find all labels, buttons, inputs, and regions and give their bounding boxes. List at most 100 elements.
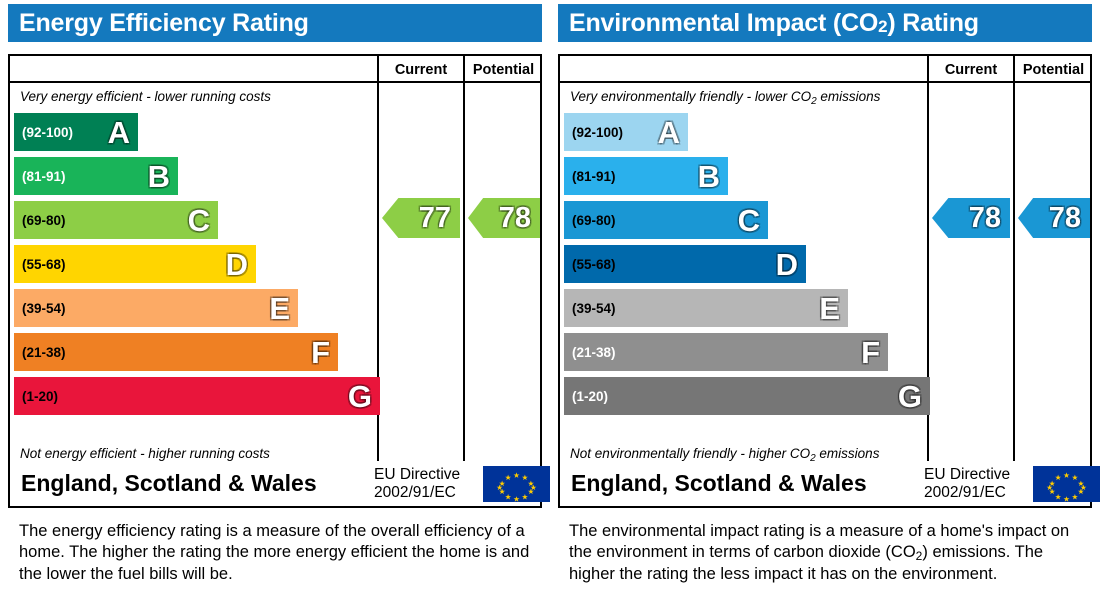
- environmental-band-c-range: (69-80): [572, 212, 616, 228]
- environmental-caption-sub: 2: [915, 549, 923, 564]
- environmental-band-e-letter: E: [819, 290, 840, 326]
- environmental-potential-value: 78: [1048, 201, 1081, 234]
- energy-potential-arrow: 78: [468, 198, 540, 238]
- environmental-caption-part1: The environmental impact rating is a mea…: [569, 522, 1070, 562]
- environmental-bottom-note-sub: 2: [810, 453, 816, 464]
- energy-band-d-letter: D: [225, 246, 248, 282]
- environmental-column-divider-2: [1013, 56, 1015, 506]
- energy-band-g: (1-20) G: [14, 377, 380, 415]
- environmental-band-c-letter: C: [737, 202, 760, 238]
- energy-band-f-letter: F: [311, 334, 330, 370]
- energy-column-divider-2: [463, 56, 465, 506]
- environmental-directive-line1: EU Directive: [924, 466, 1011, 483]
- environmental-impact-panel: Environmental Impact (CO 2) Rating Curren…: [550, 0, 1100, 616]
- environmental-band-a-range: (92-100): [572, 124, 624, 140]
- environmental-title-suffix: ) Rating: [887, 8, 979, 37]
- energy-band-c: (69-80) C: [14, 201, 218, 239]
- energy-band-a-letter: A: [107, 114, 130, 150]
- environmental-caption-part2: ) emissions. The higher the rating the l…: [569, 543, 1044, 583]
- environmental-table-header-row: Current Potential: [560, 56, 1090, 83]
- energy-band-c-letter: C: [187, 202, 210, 238]
- energy-header-potential: Potential: [472, 61, 535, 78]
- environmental-bottom-note-prefix: Not environmentally friendly - higher CO: [570, 446, 811, 461]
- environmental-top-note-suffix: emissions: [816, 89, 881, 104]
- eu-flag-icon: [1033, 466, 1100, 502]
- environmental-band-g-range: (1-20): [572, 388, 609, 404]
- environmental-band-e-range: (39-54): [572, 300, 616, 316]
- energy-band-f-range: (21-38): [22, 344, 66, 360]
- environmental-current-arrow-wrap: 78: [932, 198, 1010, 238]
- environmental-footer: England, Scotland & Wales EU Directive 2…: [558, 461, 1100, 508]
- environmental-impact-title: Environmental Impact (CO 2) Rating: [558, 4, 1092, 42]
- energy-band-g-letter: G: [347, 378, 372, 414]
- energy-band-b: (81-91) B: [14, 157, 178, 195]
- energy-current-value: 77: [418, 201, 451, 234]
- energy-efficiency-frame: Current Potential Very energy efficient …: [8, 54, 542, 508]
- environmental-potential-arrow: 78: [1018, 198, 1090, 238]
- energy-potential-value: 78: [498, 201, 531, 234]
- energy-band-c-range: (69-80): [22, 212, 66, 228]
- environmental-top-note-sub: 2: [811, 96, 817, 107]
- energy-column-divider-1: [377, 56, 379, 506]
- energy-footer: England, Scotland & Wales EU Directive 2…: [8, 461, 550, 508]
- energy-current-arrow-wrap: 77: [382, 198, 460, 238]
- energy-band-e-letter: E: [269, 290, 290, 326]
- energy-band-g-range: (1-20): [22, 388, 59, 404]
- energy-footer-directive: EU Directive 2002/91/EC: [374, 466, 460, 502]
- energy-band-b-range: (81-91): [22, 168, 66, 184]
- energy-directive-line2: 2002/91/EC: [374, 483, 456, 501]
- environmental-current-arrow: 78: [932, 198, 1010, 238]
- energy-band-f: (21-38) F: [14, 333, 338, 371]
- eu-flag-icon: [483, 466, 550, 502]
- energy-band-e-range: (39-54): [22, 300, 66, 316]
- energy-table-header-row: Current Potential: [10, 56, 540, 83]
- environmental-band-b-range: (81-91): [572, 168, 616, 184]
- environmental-band-f-range: (21-38): [572, 344, 616, 360]
- environmental-band-g-letter: G: [897, 378, 922, 414]
- energy-band-e: (39-54) E: [14, 289, 298, 327]
- environmental-impact-frame: Current Potential Very environmentally f…: [558, 54, 1092, 508]
- environmental-bottom-note-suffix: emissions: [815, 446, 880, 461]
- energy-efficiency-title: Energy Efficiency Rating: [8, 4, 542, 42]
- environmental-band-f-letter: F: [861, 334, 880, 370]
- environmental-header-current: Current: [944, 61, 998, 78]
- environmental-directive-line2: 2002/91/EC: [924, 483, 1006, 501]
- environmental-band-d-letter: D: [775, 246, 798, 282]
- environmental-footer-region: England, Scotland & Wales: [571, 470, 867, 496]
- energy-potential-arrow-wrap: 78: [468, 198, 540, 238]
- environmental-band-a-letter: A: [657, 114, 680, 150]
- environmental-bottom-note: Not environmentally friendly - higher CO…: [570, 446, 927, 464]
- energy-band-d-range: (55-68): [22, 256, 66, 272]
- energy-header-current: Current: [394, 61, 448, 78]
- energy-efficiency-title-text: Energy Efficiency Rating: [19, 8, 309, 37]
- environmental-header-potential: Potential: [1022, 61, 1085, 78]
- environmental-band-c: (69-80) C: [564, 201, 768, 239]
- environmental-band-f: (21-38) F: [564, 333, 888, 371]
- environmental-caption: The environmental impact rating is a mea…: [569, 521, 1084, 585]
- energy-caption: The energy efficiency rating is a measur…: [19, 522, 530, 583]
- energy-bottom-note: Not energy efficient - higher running co…: [20, 446, 270, 461]
- environmental-band-b-letter: B: [697, 158, 720, 194]
- energy-current-arrow: 77: [382, 198, 460, 238]
- energy-footer-region: England, Scotland & Wales: [21, 470, 317, 496]
- environmental-potential-arrow-wrap: 78: [1018, 198, 1090, 238]
- environmental-band-b: (81-91) B: [564, 157, 728, 195]
- energy-efficiency-panel: Energy Efficiency Rating Current Potenti…: [8, 4, 550, 583]
- environmental-current-value: 78: [968, 201, 1001, 234]
- energy-band-d: (55-68) D: [14, 245, 256, 283]
- environmental-band-e: (39-54) E: [564, 289, 848, 327]
- environmental-column-divider-1: [927, 56, 929, 506]
- environmental-band-g: (1-20) G: [564, 377, 930, 415]
- energy-band-a-range: (92-100): [22, 124, 74, 140]
- energy-top-note: Very energy efficient - lower running co…: [20, 89, 271, 104]
- energy-directive-line1: EU Directive: [374, 466, 461, 483]
- environmental-title-sub: 2: [878, 17, 888, 36]
- energy-band-b-letter: B: [147, 158, 170, 194]
- environmental-band-d-range: (55-68): [572, 256, 616, 272]
- environmental-footer-directive: EU Directive 2002/91/EC: [924, 466, 1010, 502]
- environmental-band-a: (92-100) A: [564, 113, 688, 151]
- environmental-title-prefix: Environmental Impact (CO: [569, 8, 879, 37]
- environmental-top-note: Very environmentally friendly - lower CO…: [570, 89, 927, 107]
- energy-band-a: (92-100) A: [14, 113, 138, 151]
